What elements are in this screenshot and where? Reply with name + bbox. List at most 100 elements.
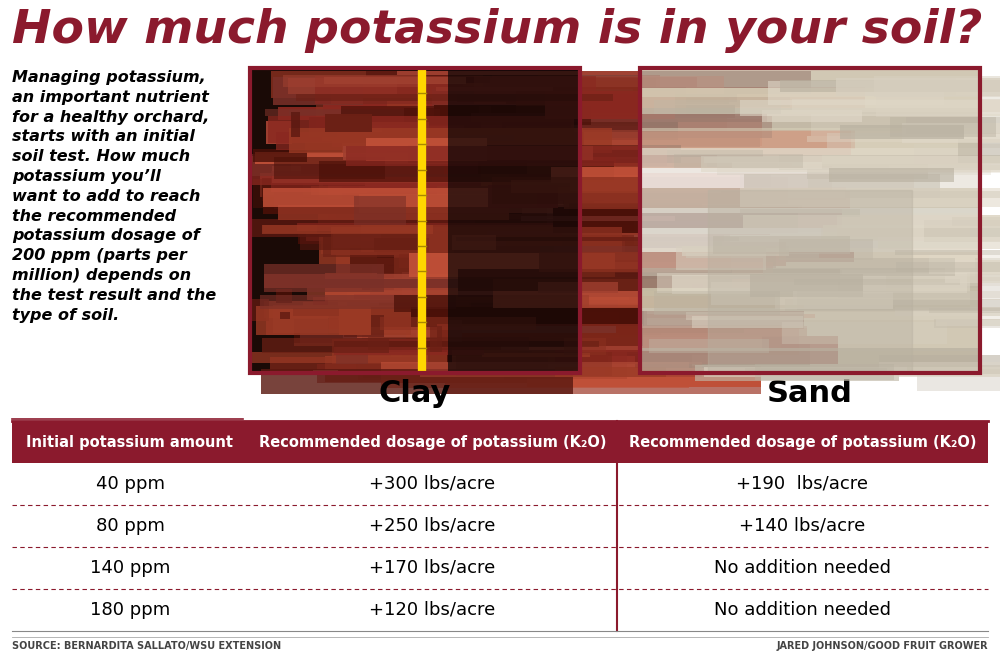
Text: Clay: Clay	[379, 379, 451, 408]
Bar	[294, 338, 419, 346]
Bar	[640, 348, 980, 371]
Bar	[744, 174, 940, 198]
Bar	[713, 236, 850, 254]
Bar	[917, 369, 1000, 391]
Bar	[476, 150, 763, 157]
Text: SOURCE: BERNARDITA SALLATO/WSU EXTENSION: SOURCE: BERNARDITA SALLATO/WSU EXTENSION	[12, 641, 281, 651]
Bar	[364, 118, 508, 144]
Bar	[377, 249, 583, 278]
Bar	[906, 117, 1000, 134]
Bar	[298, 223, 626, 244]
Bar	[457, 94, 737, 102]
Bar	[501, 260, 640, 289]
Bar	[782, 322, 947, 344]
Bar	[498, 224, 580, 252]
Bar	[451, 209, 466, 223]
Bar	[475, 143, 576, 152]
Bar	[264, 274, 532, 288]
Bar	[538, 354, 692, 374]
Bar	[571, 116, 772, 138]
Bar	[289, 110, 413, 115]
Bar	[263, 225, 317, 233]
Bar	[560, 87, 865, 108]
Bar	[524, 130, 851, 155]
Bar	[372, 266, 515, 275]
Bar	[682, 246, 789, 256]
Bar	[255, 152, 497, 164]
Bar	[297, 223, 599, 231]
Bar	[779, 155, 1000, 170]
Bar	[934, 319, 1000, 328]
Bar	[836, 78, 1000, 96]
Bar	[640, 288, 980, 311]
Bar	[511, 180, 721, 193]
Bar	[262, 225, 433, 234]
Bar	[323, 174, 365, 186]
Bar	[845, 191, 1000, 198]
Bar	[317, 364, 579, 383]
Bar	[361, 130, 436, 148]
Bar	[557, 187, 846, 200]
Bar	[474, 297, 555, 309]
Bar	[315, 76, 596, 104]
Bar	[525, 97, 790, 107]
Bar	[487, 183, 762, 208]
Bar	[763, 258, 955, 276]
Bar	[349, 122, 632, 128]
Bar	[318, 209, 475, 224]
Bar	[495, 309, 647, 331]
Bar	[260, 295, 456, 309]
Text: No addition needed: No addition needed	[714, 601, 891, 619]
Bar	[344, 315, 384, 337]
Bar	[325, 273, 619, 302]
Bar	[309, 117, 337, 137]
Bar	[542, 351, 568, 368]
Bar	[343, 333, 362, 340]
Bar	[640, 228, 980, 252]
Bar	[740, 100, 1000, 116]
Bar	[488, 152, 672, 170]
Bar	[479, 326, 799, 355]
Bar	[785, 299, 1000, 311]
Bar	[408, 145, 681, 163]
Bar	[276, 132, 584, 150]
Bar	[878, 237, 1000, 249]
Bar	[449, 320, 462, 342]
Bar	[640, 88, 980, 114]
Bar	[364, 327, 600, 333]
Text: Initial potassium amount: Initial potassium amount	[26, 434, 234, 450]
Bar	[279, 174, 486, 197]
Bar	[380, 317, 536, 330]
Bar	[640, 308, 980, 328]
Bar	[347, 119, 424, 127]
Bar	[291, 112, 300, 137]
Bar	[396, 129, 586, 154]
Bar	[889, 165, 1000, 173]
Bar	[895, 250, 1000, 255]
Bar	[322, 116, 500, 141]
Bar	[686, 312, 1000, 320]
Bar	[527, 368, 761, 387]
Bar	[548, 100, 573, 119]
Bar	[543, 323, 610, 344]
Bar	[271, 171, 563, 192]
Bar	[539, 318, 591, 327]
Bar	[640, 188, 980, 213]
Bar	[519, 314, 815, 318]
Bar	[545, 91, 675, 119]
Bar	[366, 138, 487, 161]
Bar	[402, 363, 430, 376]
Bar	[525, 297, 760, 301]
Text: Recommended dosage of potassium (K₂O): Recommended dosage of potassium (K₂O)	[259, 434, 606, 450]
Bar	[379, 284, 703, 307]
Text: +250 lbs/acre: +250 lbs/acre	[369, 517, 496, 535]
Text: How much potassium is in your soil?: How much potassium is in your soil?	[12, 8, 982, 53]
Bar	[437, 324, 643, 346]
Bar	[477, 154, 485, 165]
Bar	[793, 291, 1000, 300]
Bar	[506, 98, 729, 104]
Bar	[252, 352, 447, 363]
Bar	[323, 237, 625, 257]
Bar	[366, 71, 538, 76]
Bar	[273, 77, 363, 105]
